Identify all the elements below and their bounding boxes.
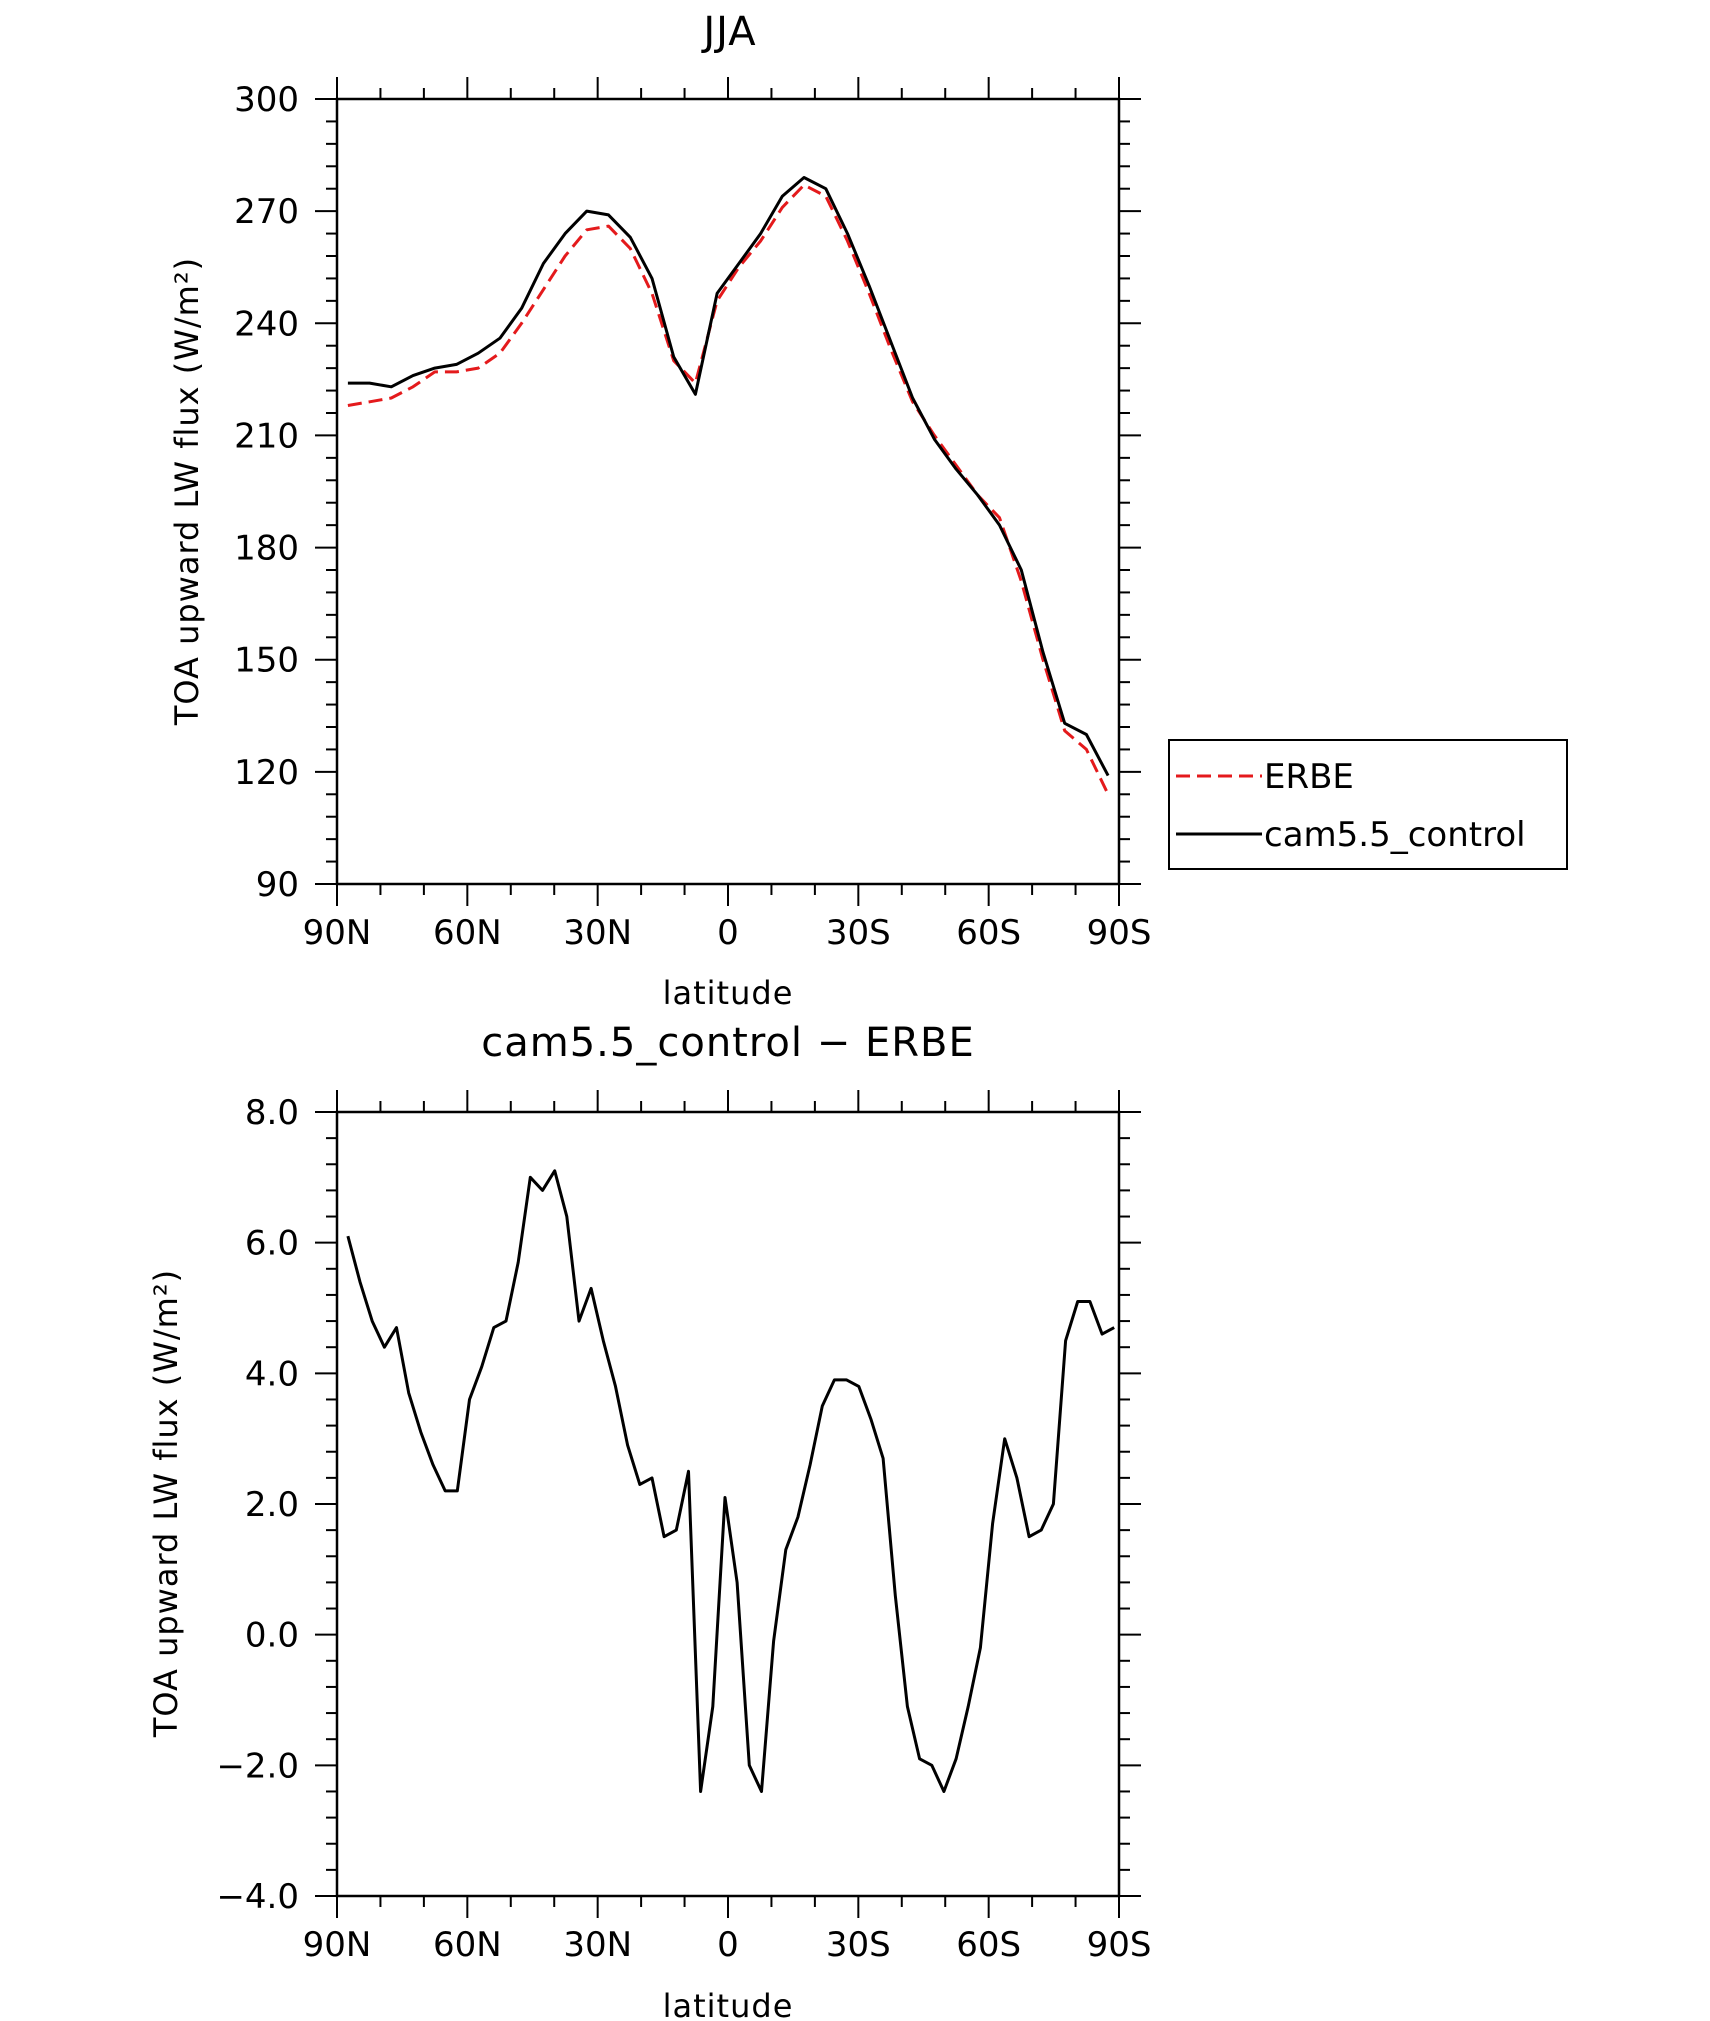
top-x-tick-label: 90N <box>303 913 372 953</box>
top-y-axis-label: TOA upward LW flux (W/m²) <box>168 257 206 726</box>
top-y-tick-label: 120 <box>234 753 299 793</box>
legend-label-cam: cam5.5_control <box>1264 815 1526 855</box>
top-x-tick-label: 30S <box>826 913 891 953</box>
bottom-x-tick-label: 30N <box>563 1925 632 1965</box>
top-x-tick-label: 30N <box>563 913 632 953</box>
bottom-y-tick-label: 2.0 <box>245 1485 299 1525</box>
top-x-tick-label: 90S <box>1087 913 1152 953</box>
bottom-y-axis-label: TOA upward LW flux (W/m²) <box>147 1269 185 1738</box>
bottom-y-tick-labels: −4.0 −2.0 0.0 2.0 4.0 6.0 8.0 <box>216 1093 299 1917</box>
legend-label-erbe: ERBE <box>1264 757 1354 797</box>
bottom-x-tick-label: 90N <box>303 1925 372 1965</box>
top-x-tick-labels: 90N 60N 30N 0 30S 60S 90S <box>303 913 1152 953</box>
bottom-y-tick-label: 8.0 <box>245 1093 299 1133</box>
bottom-y-tick-label: 4.0 <box>245 1354 299 1394</box>
top-x-tick-label: 60S <box>956 913 1021 953</box>
bottom-series-line-0 <box>346 1169 1115 1793</box>
bottom-x-tick-label: 30S <box>826 1925 891 1965</box>
top-y-tick-labels: 90 120 150 180 210 240 270 300 <box>234 80 299 905</box>
top-y-tick-label: 300 <box>234 80 299 120</box>
bottom-panel: cam5.5_control − ERBE 90N 60N 30N 0 30S … <box>147 1020 1151 2021</box>
top-y-tick-label: 90 <box>256 865 299 905</box>
top-y-tick-label: 240 <box>234 304 299 344</box>
bottom-x-tick-label: 90S <box>1087 1925 1152 1965</box>
top-plot-area <box>315 77 1141 906</box>
top-series-line-cam5-5-control <box>347 176 1110 777</box>
top-y-tick-label: 210 <box>234 416 299 456</box>
bottom-x-tick-label: 60N <box>433 1925 502 1965</box>
top-y-tick-label: 270 <box>234 192 299 232</box>
top-x-tick-label: 60N <box>433 913 502 953</box>
legend: ERBE cam5.5_control <box>1168 739 1568 870</box>
top-x-tick-label: 0 <box>717 913 739 953</box>
bottom-x-tick-labels: 90N 60N 30N 0 30S 60S 90S <box>303 1925 1152 1965</box>
bottom-x-axis-label: latitude <box>663 1987 794 2021</box>
bottom-y-tick-label: 6.0 <box>245 1224 299 1264</box>
bottom-chart-title: cam5.5_control − ERBE <box>481 1020 974 1066</box>
bottom-y-tick-label: −2.0 <box>216 1746 299 1786</box>
bottom-y-tick-label: 0.0 <box>245 1616 299 1656</box>
legend-box <box>1168 739 1568 870</box>
top-x-axis-label: latitude <box>663 974 794 1012</box>
bottom-x-tick-label: 60S <box>956 1925 1021 1965</box>
bottom-plot-frame <box>335 1110 1121 1898</box>
top-chart-title: JJA <box>700 9 756 55</box>
bottom-y-tick-label: −4.0 <box>216 1877 299 1917</box>
top-panel: JJA 90N 60N 30N 0 30S 60S 90S 90 120 150… <box>168 9 1568 1012</box>
bottom-plot-area <box>315 1090 1141 1918</box>
bottom-x-tick-label: 0 <box>717 1925 739 1965</box>
top-y-tick-label: 180 <box>234 529 299 569</box>
top-plot-frame <box>335 97 1121 886</box>
top-y-tick-label: 150 <box>234 641 299 681</box>
